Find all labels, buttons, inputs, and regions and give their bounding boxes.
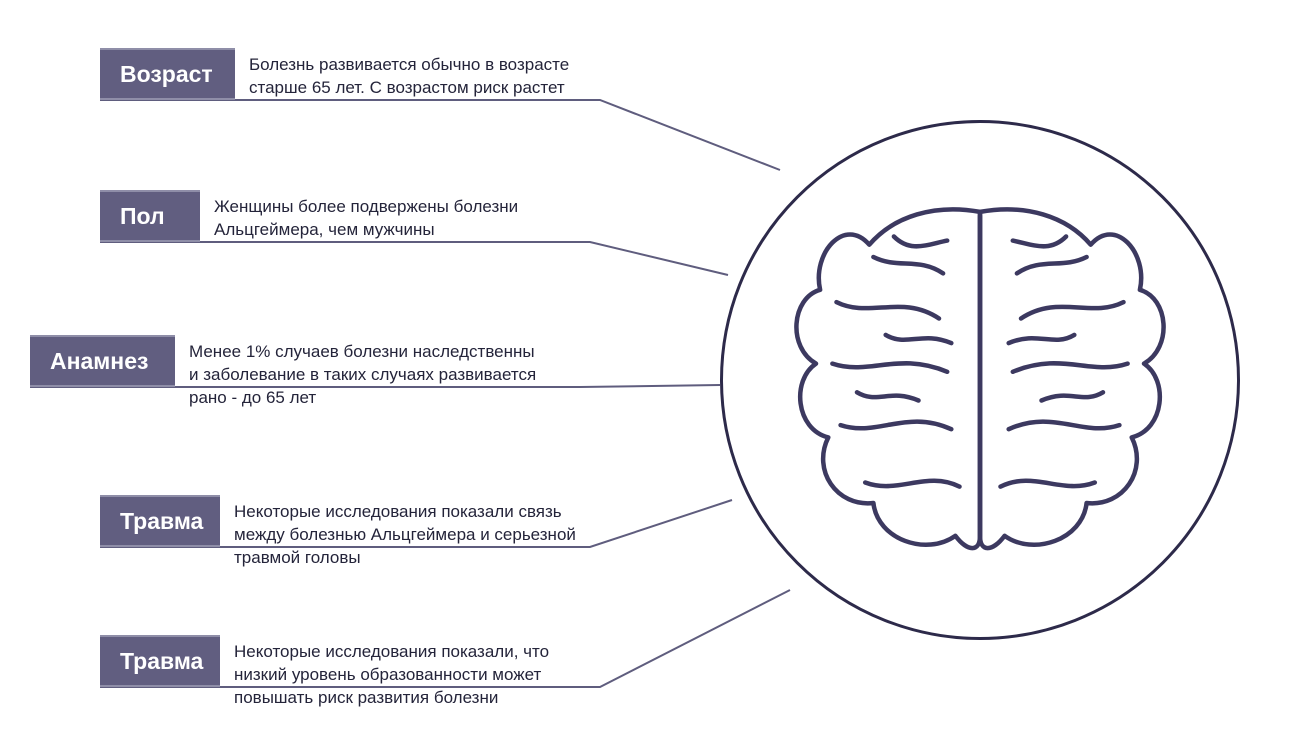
factor-row-history: АнамнезМенее 1% случаев болезни наследст… [30, 335, 545, 416]
factor-label-age: Возраст [100, 48, 235, 100]
brain-circle [720, 120, 1240, 640]
factor-label-gender: Пол [100, 190, 200, 242]
factor-label-history: Анамнез [30, 335, 175, 387]
factor-desc-gender: Женщины более подвержены болезни Альцгей… [200, 190, 570, 248]
factor-desc-trauma: Некоторые исследования показали связь ме… [220, 495, 590, 576]
factor-desc-history: Менее 1% случаев болезни наследственны и… [175, 335, 545, 416]
factor-row-gender: ПолЖенщины более подвержены болезни Альц… [100, 190, 570, 248]
factor-row-education: ТравмаНекоторые исследования показали, ч… [100, 635, 590, 716]
infographic-container: ВозрастБолезнь развивается обычно в возр… [0, 0, 1300, 755]
brain-icon [775, 175, 1185, 585]
factor-label-education: Травма [100, 635, 220, 687]
factor-label-trauma: Травма [100, 495, 220, 547]
connector-age [100, 100, 780, 170]
factor-row-age: ВозрастБолезнь развивается обычно в возр… [100, 48, 605, 106]
factor-desc-age: Болезнь развивается обычно в возрасте ст… [235, 48, 605, 106]
factor-row-trauma: ТравмаНекоторые исследования показали св… [100, 495, 590, 576]
factor-desc-education: Некоторые исследования показали, что низ… [220, 635, 590, 716]
